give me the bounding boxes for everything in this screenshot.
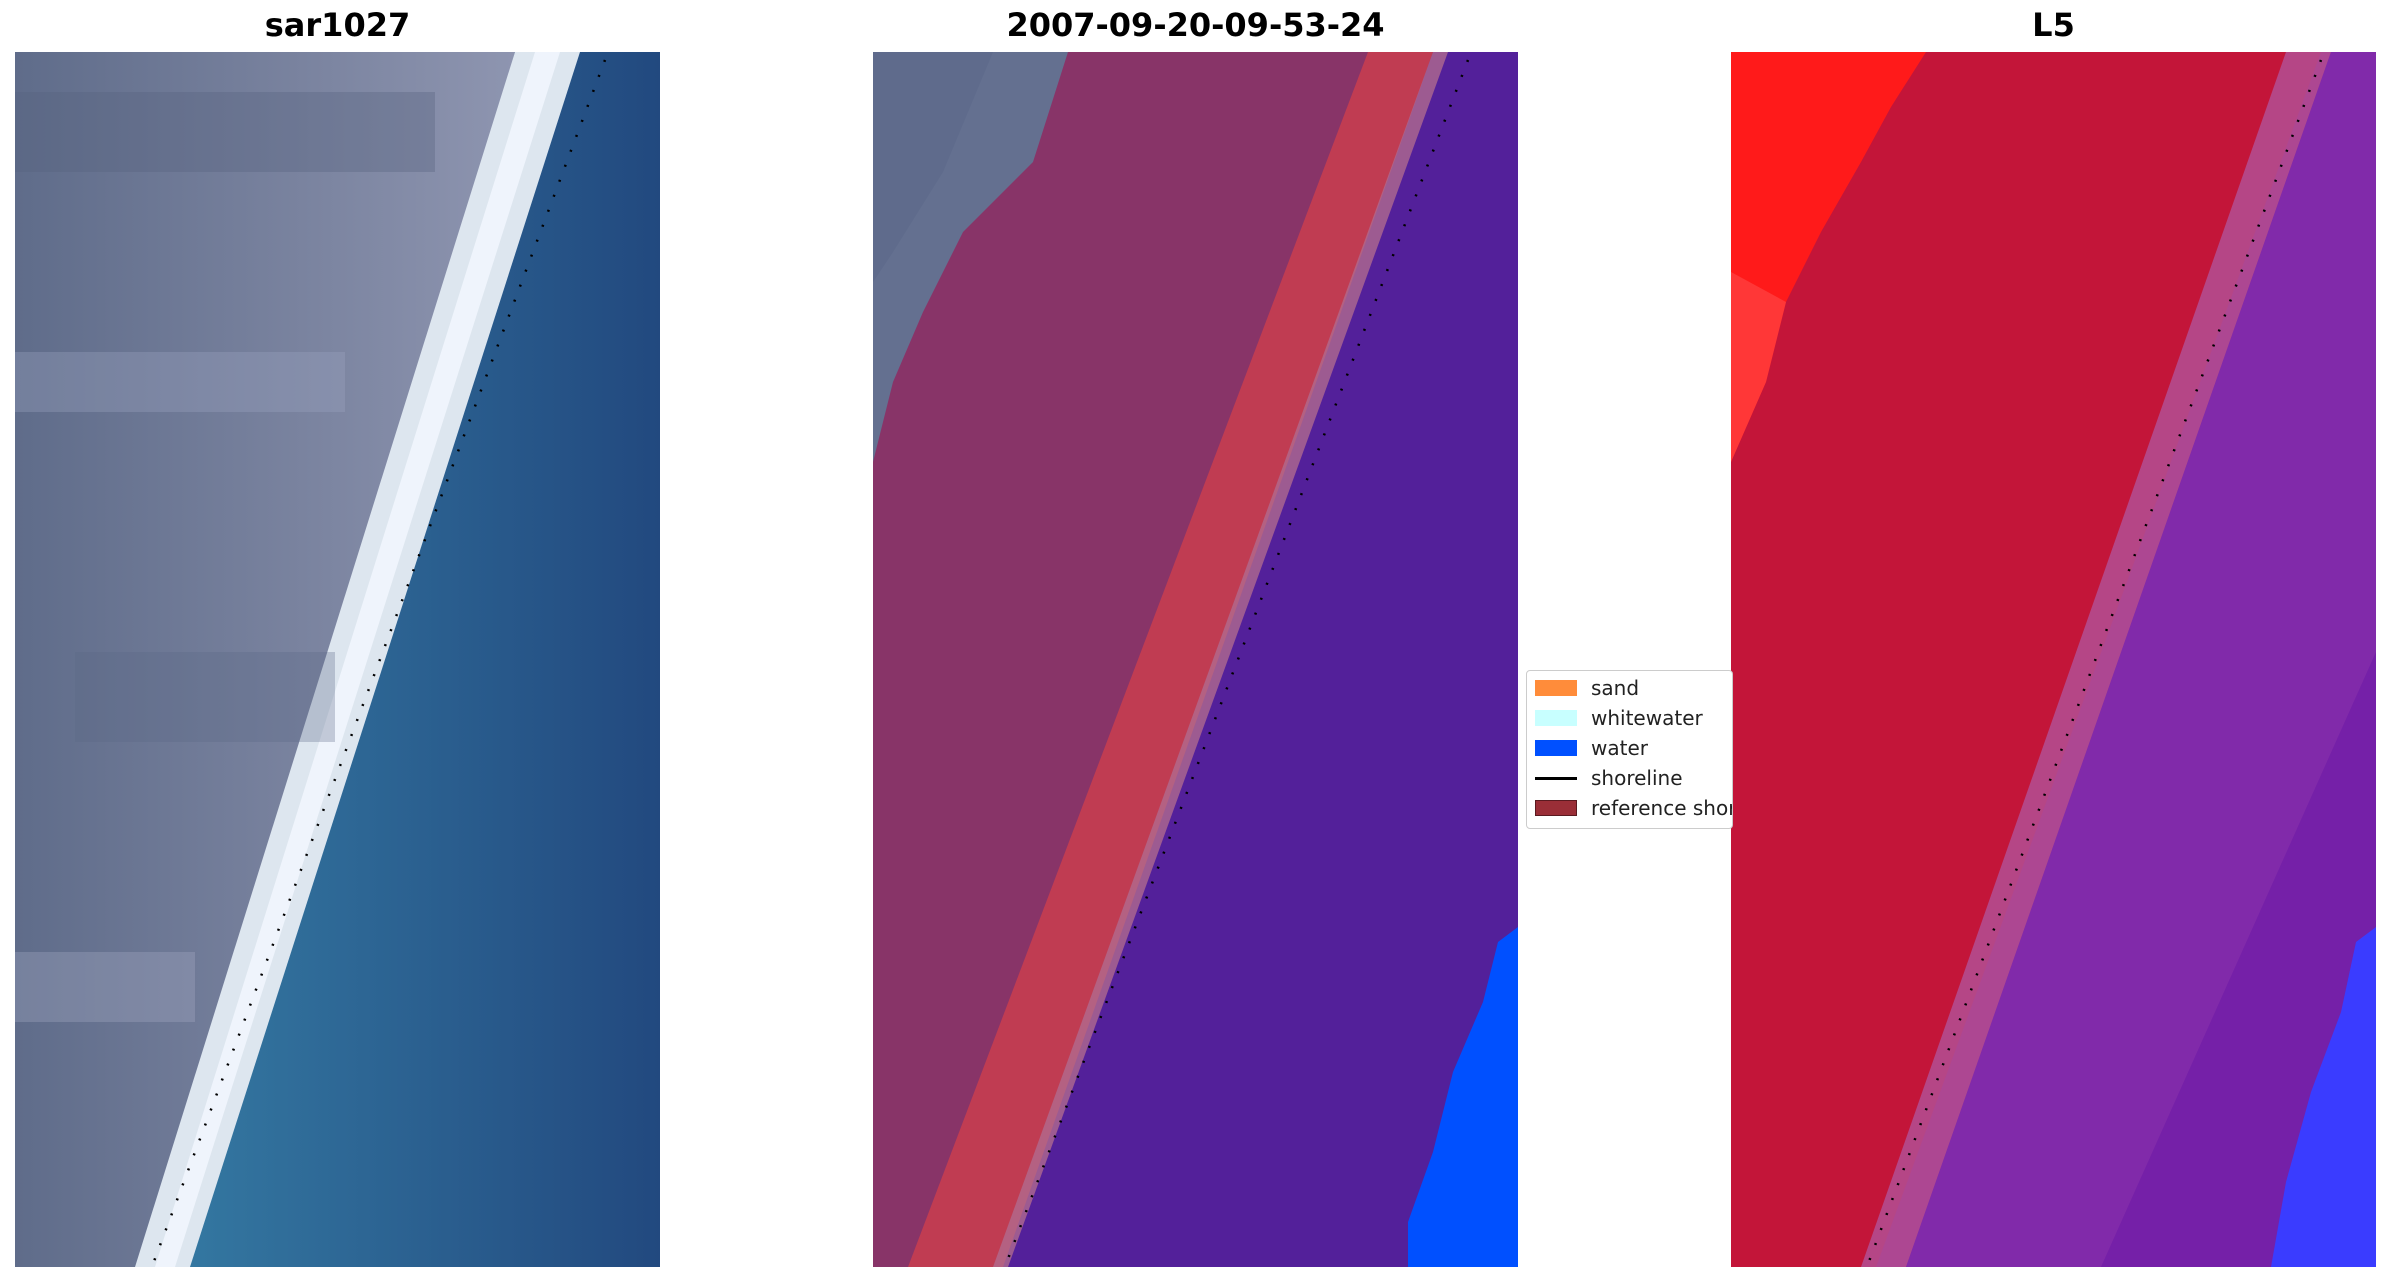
legend-item-whitewater: whitewater <box>1535 705 1703 731</box>
panel-title: L5 <box>2032 6 2075 44</box>
rgb-image <box>15 52 660 1267</box>
index-image-canvas <box>1731 52 2376 1267</box>
shoreline-dots <box>1866 59 2323 1265</box>
panel-classification: 2007-09-20-09-53-24 <box>873 0 1518 1283</box>
whitewater-swatch <box>1535 710 1577 726</box>
legend-item-reference-shoreline: reference shoreline <box>1535 795 1733 821</box>
panel-title: 2007-09-20-09-53-24 <box>1006 6 1385 44</box>
legend-item-shoreline: shoreline <box>1535 765 1683 791</box>
classified-image <box>873 52 1518 1267</box>
panel-rgb: sar1027 <box>15 0 660 1283</box>
classified-image-canvas <box>873 52 1518 1267</box>
legend-label: shoreline <box>1591 766 1683 790</box>
water-swatch <box>1535 740 1577 756</box>
index-image <box>1731 52 2376 1267</box>
legend-label: sand <box>1591 676 1640 700</box>
shoreline-line-swatch <box>1535 776 1577 780</box>
legend-label: water <box>1591 736 1648 760</box>
sand-swatch <box>1535 680 1577 696</box>
legend-item-water: water <box>1535 735 1648 761</box>
legend-label: whitewater <box>1591 706 1703 730</box>
rgb-image-canvas <box>15 52 660 1267</box>
legend: sand whitewater water shoreline referenc… <box>1526 670 1733 829</box>
legend-label: reference shoreline <box>1591 796 1733 820</box>
panel-index: L5 <box>1731 0 2376 1283</box>
reference-shoreline-swatch <box>1535 800 1577 816</box>
legend-item-sand: sand <box>1535 675 1639 701</box>
panel-title: sar1027 <box>264 6 411 44</box>
